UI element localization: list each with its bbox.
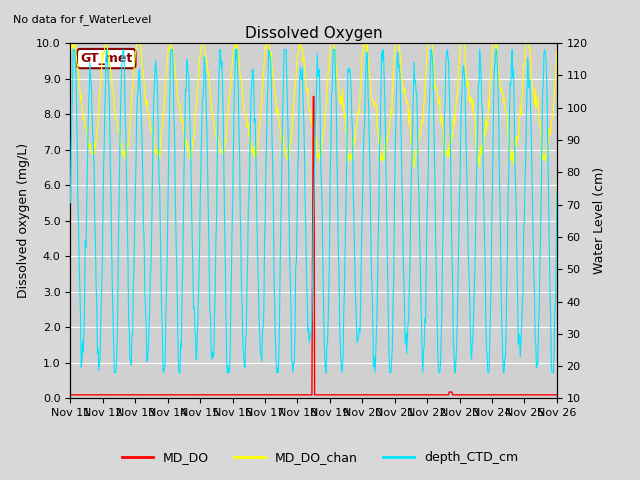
Y-axis label: Dissolved oxygen (mg/L): Dissolved oxygen (mg/L) <box>17 143 31 299</box>
Text: No data for f_WaterLevel: No data for f_WaterLevel <box>13 14 151 25</box>
Text: GT_met: GT_met <box>80 52 132 65</box>
Y-axis label: Water Level (cm): Water Level (cm) <box>593 167 606 275</box>
Title: Dissolved Oxygen: Dissolved Oxygen <box>244 25 383 41</box>
Legend: MD_DO, MD_DO_chan, depth_CTD_cm: MD_DO, MD_DO_chan, depth_CTD_cm <box>116 446 524 469</box>
